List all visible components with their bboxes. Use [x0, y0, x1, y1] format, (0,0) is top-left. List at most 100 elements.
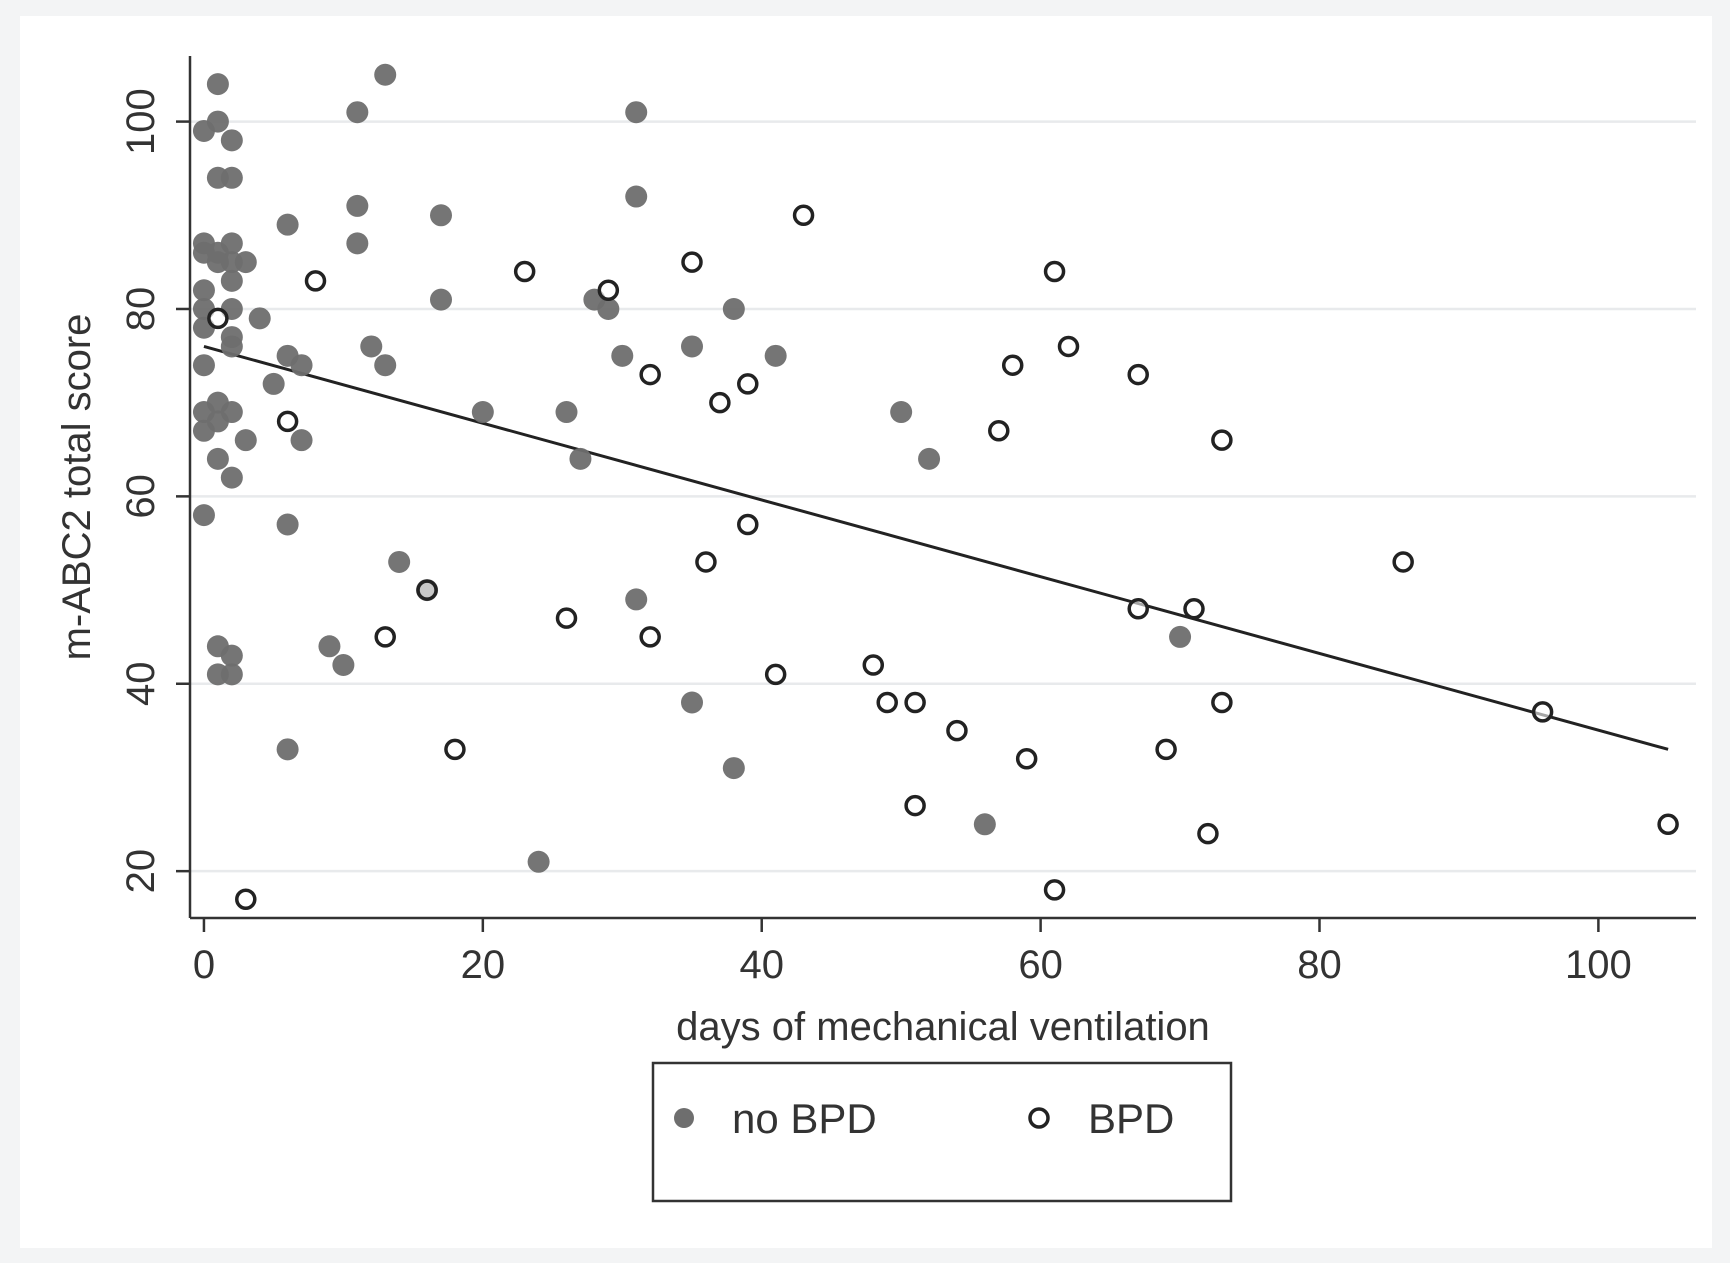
point-no-bpd: [360, 335, 383, 358]
point-no-bpd: [346, 194, 369, 217]
point-bpd: [792, 204, 815, 227]
point-no-bpd: [681, 335, 703, 358]
point-no-bpd: [346, 232, 369, 255]
point-bpd: [1127, 363, 1149, 386]
point-no-bpd: [206, 251, 229, 274]
legend-no-bpd-label: no BPD: [732, 1095, 877, 1142]
point-no-bpd: [722, 757, 745, 780]
point-no-bpd: [430, 204, 452, 227]
point-bpd: [1657, 813, 1679, 836]
point-no-bpd: [220, 644, 243, 667]
point-no-bpd: [764, 344, 787, 367]
point-bpd: [1211, 429, 1233, 451]
point-bpd: [1155, 738, 1177, 761]
legend-bpd-marker: [1028, 1107, 1050, 1129]
point-no-bpd: [318, 635, 341, 658]
x-tick-label: 0: [193, 943, 215, 987]
point-no-bpd: [220, 269, 243, 292]
point-no-bpd: [220, 232, 243, 255]
point-no-bpd: [471, 401, 494, 424]
point-bpd: [513, 260, 536, 283]
point-no-bpd: [332, 654, 355, 677]
point-bpd: [1211, 691, 1233, 714]
point-bpd: [737, 513, 759, 536]
point-bpd: [904, 691, 926, 714]
axes: [188, 56, 1696, 920]
point-bpd: [1197, 822, 1219, 845]
point-no-bpd: [262, 372, 285, 395]
y-tick-label: 40: [119, 662, 163, 707]
point-bpd: [1531, 701, 1554, 723]
point-no-bpd: [220, 129, 243, 152]
point-no-bpd: [569, 447, 592, 470]
fit-line: [203, 345, 1669, 751]
point-no-bpd: [220, 663, 243, 686]
point-no-bpd: [192, 354, 215, 377]
x-tick-label: 20: [461, 943, 506, 987]
x-tick-label: 60: [1018, 943, 1063, 987]
x-ticks: 0 20 40 60 80 100: [193, 918, 1632, 987]
point-bpd: [862, 654, 885, 676]
point-bpd: [444, 738, 466, 761]
legend-bpd-label: BPD: [1088, 1095, 1174, 1142]
point-bpd: [681, 251, 703, 273]
point-no-bpd: [625, 101, 648, 124]
point-bpd: [639, 626, 661, 648]
point-no-bpd: [611, 344, 634, 367]
point-bpd: [904, 794, 926, 817]
point-no-bpd: [220, 466, 243, 489]
point-no-bpd: [890, 401, 913, 424]
point-no-bpd: [290, 354, 313, 377]
point-bpd: [876, 691, 898, 714]
point-no-bpd: [192, 504, 215, 527]
point-bpd: [695, 551, 717, 573]
point-no-bpd: [973, 813, 996, 836]
point-no-bpd: [527, 850, 550, 873]
point-bpd: [737, 373, 759, 395]
point-bpd: [1015, 747, 1038, 770]
point-no-bpd: [220, 166, 243, 189]
point-no-bpd: [220, 335, 243, 358]
point-no-bpd: [388, 550, 411, 573]
point-bpd: [235, 888, 257, 911]
point-no-bpd: [220, 401, 243, 424]
y-axis-title: m-ABC2 total score: [55, 314, 99, 661]
y-ticks: 20 40 60 80 100: [119, 88, 190, 893]
point-no-bpd: [597, 297, 620, 320]
point-bpd: [276, 410, 299, 433]
point-no-bpd: [555, 401, 578, 424]
point-no-bpd: [722, 297, 745, 320]
point-no-bpd: [1169, 625, 1192, 648]
data-points: [192, 63, 1679, 911]
point-no-bpd: [248, 307, 271, 330]
legend-box: [651, 1061, 1233, 1203]
point-bpd: [988, 420, 1010, 442]
point-bpd: [304, 270, 327, 292]
y-tick-label: 20: [119, 849, 163, 894]
x-axis-title: days of mechanical ventilation: [676, 1005, 1210, 1049]
point-no-bpd: [681, 691, 703, 714]
point-no-bpd: [206, 110, 229, 133]
point-no-bpd: [192, 279, 215, 302]
y-tick-label: 100: [119, 88, 163, 155]
x-tick-label: 80: [1297, 943, 1342, 987]
point-bpd: [1183, 598, 1205, 620]
x-tick-label: 100: [1565, 943, 1632, 987]
point-no-bpd: [276, 213, 299, 236]
plot-area: [190, 56, 1696, 918]
point-no-bpd: [918, 447, 941, 470]
x-tick-label: 40: [739, 943, 784, 987]
point-bpd: [1057, 335, 1080, 358]
point-bpd: [1001, 354, 1024, 376]
point-no-bpd: [625, 588, 648, 611]
point-no-bpd: [206, 73, 229, 96]
point-bpd: [416, 579, 438, 601]
point-no-bpd: [206, 447, 229, 470]
point-bpd: [1127, 598, 1149, 620]
y-tick-label: 80: [119, 287, 163, 332]
point-bpd: [207, 307, 229, 330]
point-bpd: [374, 626, 396, 648]
point-bpd: [639, 363, 661, 386]
point-bpd: [555, 607, 578, 629]
